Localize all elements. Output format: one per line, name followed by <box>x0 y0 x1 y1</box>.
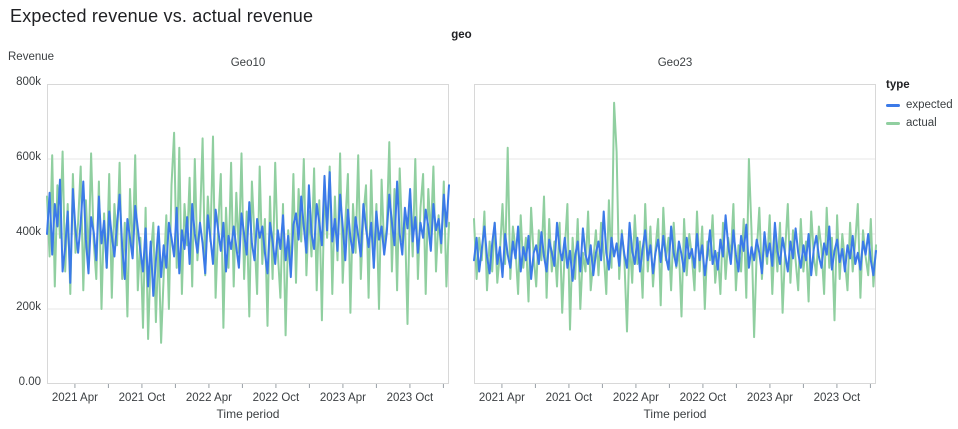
legend-item-label: expected <box>906 99 953 111</box>
legend-item-expected[interactable]: expected <box>886 99 958 111</box>
x-tick-label: 2023 Oct <box>387 392 434 404</box>
series-line-expected[interactable] <box>473 210 877 282</box>
x-tick-label: 2023 Oct <box>814 392 861 404</box>
y-axis-labels: 800k 600k 400k 200k 0.00 <box>0 0 41 424</box>
facet-plot-geo23[interactable]: 2021 Apr 2021 Oct 2022 Apr 2022 Oct 2023 Apr… <box>473 84 877 429</box>
y-tick-label: 800k <box>16 76 41 88</box>
x-tick-label: 2023 Apr <box>747 392 793 404</box>
x-tick-label: 2021 Apr <box>52 392 98 404</box>
facet-title: Geo10 <box>230 57 266 69</box>
legend-swatch-icon <box>886 121 900 125</box>
legend-item-label: actual <box>906 117 937 129</box>
x-axis-title: Time period <box>217 407 280 421</box>
facet-plot-geo10[interactable]: 2021 Apr 2021 Oct 2022 Apr 2022 Oct 2023 Apr… <box>46 84 450 429</box>
x-tick-label: 2022 Oct <box>680 392 727 404</box>
y-tick-label: 0.00 <box>18 376 41 388</box>
x-tick-label: 2023 Apr <box>320 392 366 404</box>
x-tick-label: 2022 Apr <box>186 392 232 404</box>
facet-title: Geo23 <box>657 57 693 69</box>
x-tick-label: 2021 Oct <box>546 392 593 404</box>
legend-swatch-icon <box>886 103 900 107</box>
x-tick-label: 2021 Oct <box>119 392 166 404</box>
x-tick-label: 2022 Apr <box>613 392 659 404</box>
legend-items: expected actual <box>886 99 958 129</box>
legend-item-actual[interactable]: actual <box>886 117 958 129</box>
y-tick-label: 400k <box>16 226 41 238</box>
y-tick-label: 200k <box>16 301 41 313</box>
x-tick-label: 2022 Oct <box>253 392 300 404</box>
x-axis-title: Time period <box>644 407 707 421</box>
legend-title: type <box>886 79 910 91</box>
facet-geo10: Geo10 2021 Apr 2021 Oct 2022 Apr 2022 Oct 20… <box>46 57 450 429</box>
legend: type expected actual <box>886 79 958 135</box>
facet-field-label: geo <box>451 29 472 41</box>
y-tick-label: 600k <box>16 151 41 163</box>
series-line-expected[interactable] <box>46 171 450 297</box>
series-line-actual[interactable] <box>46 131 450 344</box>
x-tick-label: 2021 Apr <box>479 392 525 404</box>
chart-title: Expected revenue vs. actual revenue <box>10 6 314 26</box>
facet-geo23: Geo23 2021 Apr 2021 Oct 2022 Apr 2022 Oct 20… <box>473 57 877 429</box>
y-axis-title: Revenue <box>8 51 55 63</box>
series-line-actual[interactable] <box>473 101 877 339</box>
